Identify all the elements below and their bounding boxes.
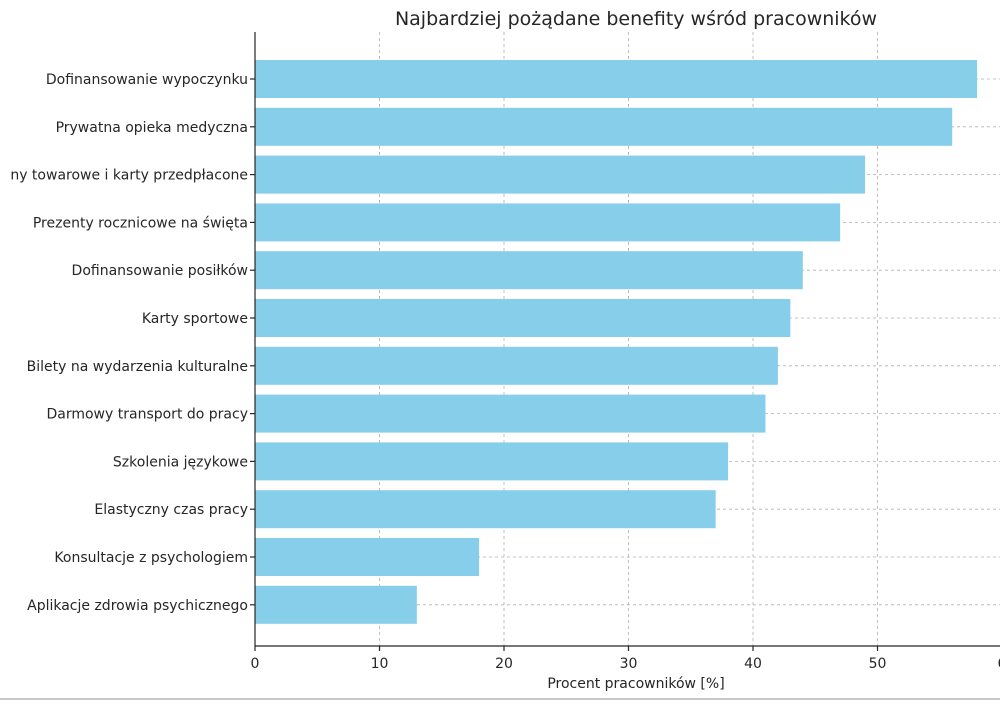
category-label: ny towarowe i karty przedpłacone	[10, 168, 248, 184]
x-ticks: 0 10 20 30 40 50 6	[250, 78, 1000, 672]
bars	[255, 60, 978, 624]
x-tick-label: 50	[869, 656, 887, 672]
bar	[255, 299, 791, 337]
bar	[255, 346, 778, 385]
bar	[255, 251, 803, 290]
category-label: Karty sportowe	[142, 311, 248, 327]
x-tick-label: 40	[744, 656, 762, 672]
category-label: Dofinansowanie posiłków	[72, 263, 248, 279]
category-label: Szkolenia językowe	[113, 454, 248, 470]
category-label: Prywatna opieka medyczna	[56, 120, 248, 136]
x-tick-label: 20	[495, 656, 513, 672]
x-tick-label: 30	[620, 656, 638, 672]
bar	[255, 394, 766, 433]
category-label: Aplikacje zdrowia psychicznego	[27, 598, 248, 614]
category-label: Konsultacje z psychologiem	[54, 550, 248, 566]
bar	[255, 538, 480, 576]
chart-title: Najbardziej pożądane benefity wśród prac…	[395, 8, 877, 30]
bar	[255, 60, 978, 98]
bar	[255, 107, 953, 146]
bar	[255, 585, 417, 624]
category-label: Elastyczny czas pracy	[94, 502, 248, 518]
x-tick-label: 0	[251, 656, 260, 672]
bottom-border	[0, 698, 1000, 700]
x-tick-label: 10	[371, 656, 389, 672]
x-tick-label: 6	[998, 656, 1000, 672]
bar	[255, 490, 716, 529]
category-label: Darmowy transport do pracy	[46, 407, 248, 423]
category-label: Dofinansowanie wypoczynku	[46, 72, 248, 88]
category-labels: Dofinansowanie wypoczynku Prywatna opieka…	[10, 72, 248, 614]
bar	[255, 155, 866, 194]
x-axis-title: Procent pracowników [%]	[547, 676, 724, 692]
bar	[255, 442, 729, 481]
category-label: Bilety na wydarzenia kulturalne	[27, 359, 248, 375]
bar	[255, 203, 841, 242]
category-label: Prezenty rocznicowe na święta	[33, 215, 248, 231]
